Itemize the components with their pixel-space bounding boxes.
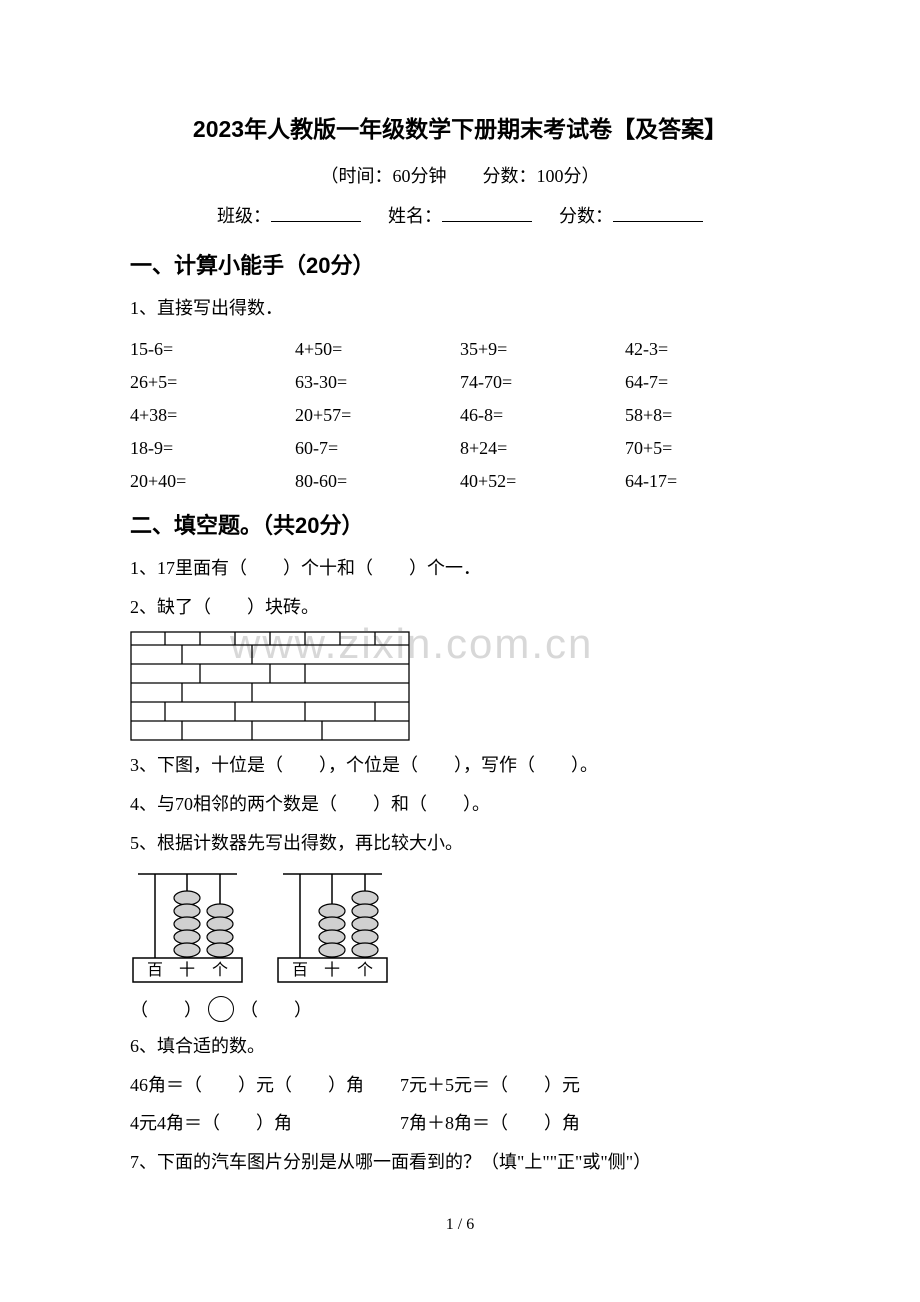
page-content: 2023年人教版一年级数学下册期末考试卷【及答案】 （时间：60分钟 分数：10… [130,110,790,1177]
calc-cell: 80-60= [295,465,460,498]
brick-wall [130,631,790,741]
svg-text:个: 个 [357,961,373,979]
calc-cell: 20+57= [295,399,460,432]
table-row: 15-6= 4+50= 35+9= 42-3= [130,333,790,366]
abacus-2: 百 十 个 [275,868,390,988]
calc-table: 15-6= 4+50= 35+9= 42-3= 26+5= 63-30= 74-… [130,333,790,498]
calc-cell: 20+40= [130,465,295,498]
calc-cell: 15-6= [130,333,295,366]
s2-q1: 1、17里面有（ ）个十和（ ）个一． [130,554,790,583]
svg-text:百: 百 [292,962,308,979]
svg-text:十: 十 [179,961,195,979]
compare-left: （ ） [130,996,202,1022]
calc-cell: 40+52= [460,465,625,498]
calc-cell: 8+24= [460,432,625,465]
page-footer: 1 / 6 [0,1216,920,1234]
calc-cell: 74-70= [460,366,625,399]
calc-cell: 58+8= [625,399,790,432]
s2-q6: 6、填合适的数。 [130,1032,790,1061]
calc-cell: 64-7= [625,366,790,399]
name-blank [442,204,532,222]
abacus-1: 百 十 个 [130,868,245,988]
section1-heading: 一、计算小能手（20分） [130,248,790,280]
compare-circle [208,996,234,1022]
s2-q3: 3、下图，十位是（ ），个位是（ ），写作（ ）。 [130,751,790,780]
table-row: 18-9= 60-7= 8+24= 70+5= [130,432,790,465]
s2-q2: 2、缺了（ ）块砖。 [130,593,790,622]
svg-text:十: 十 [324,961,340,979]
calc-cell: 4+50= [295,333,460,366]
table-row: 20+40= 80-60= 40+52= 64-17= [130,465,790,498]
calc-cell: 63-30= [295,366,460,399]
q1-text: 1、直接写出得数． [130,294,790,323]
page-title: 2023年人教版一年级数学下册期末考试卷【及答案】 [130,110,790,144]
calc-cell: 18-9= [130,432,295,465]
score-blank [613,204,703,222]
info-line: 班级： 姓名： 分数： [130,202,790,228]
name-label: 姓名： [388,206,442,226]
svg-text:百: 百 [147,962,163,979]
s2-q5: 5、根据计数器先写出得数，再比较大小。 [130,829,790,858]
s2-q7: 7、下面的汽车图片分别是从哪一面看到的？（填"上""正"或"侧"） [130,1148,790,1177]
calc-cell: 70+5= [625,432,790,465]
svg-text:个: 个 [212,961,228,979]
section2-heading: 二、填空题。（共20分） [130,508,790,540]
calc-cell: 42-3= [625,333,790,366]
calc-cell: 26+5= [130,366,295,399]
compare-right: （ ） [240,996,312,1022]
compare-line: （ ） （ ） [130,996,790,1022]
class-label: 班级： [217,206,271,226]
calc-cell: 4+38= [130,399,295,432]
class-blank [271,204,361,222]
score-label: 分数： [559,206,613,226]
table-row: 4+38= 20+57= 46-8= 58+8= [130,399,790,432]
table-row: 26+5= 63-30= 74-70= 64-7= [130,366,790,399]
calc-cell: 60-7= [295,432,460,465]
s2-q4: 4、与70相邻的两个数是（ ）和（ ）。 [130,790,790,819]
abacus-row: 百 十 个 百 十 [130,868,790,988]
s2-q6b: 4元4角＝（ ）角 7角＋8角＝（ ）角 [130,1109,790,1138]
calc-cell: 46-8= [460,399,625,432]
calc-cell: 35+9= [460,333,625,366]
subtitle: （时间：60分钟 分数：100分） [130,162,790,188]
s2-q6a: 46角＝（ ）元（ ）角 7元＋5元＝（ ）元 [130,1071,790,1100]
calc-cell: 64-17= [625,465,790,498]
